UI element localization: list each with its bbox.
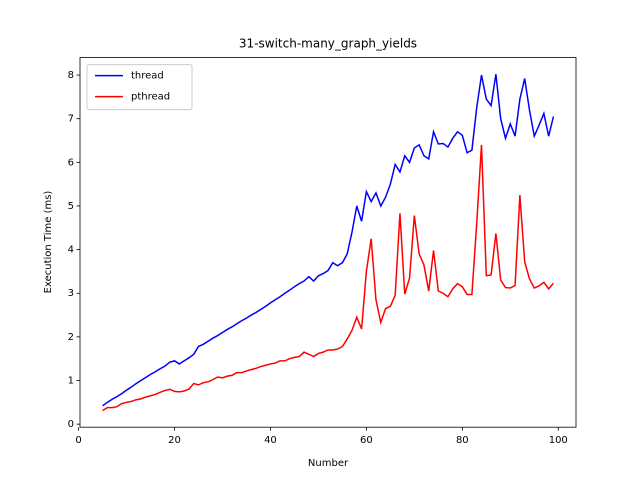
x-axis-label: Number [308, 458, 349, 469]
y-tick-label: 7 [68, 114, 74, 125]
y-tick-label: 4 [68, 245, 74, 256]
y-tick-label: 1 [68, 376, 74, 387]
axes-frame [79, 57, 577, 428]
y-tick-label: 3 [68, 288, 74, 299]
data-line [102, 144, 555, 412]
x-tick-label: 60 [360, 435, 373, 446]
x-tick-label: 100 [549, 435, 568, 446]
x-tick-label: 0 [75, 435, 81, 446]
y-tick-label: 6 [68, 157, 74, 168]
legend-label: thread [131, 71, 164, 82]
x-tick-label: 20 [168, 435, 181, 446]
y-tick-label: 2 [68, 332, 74, 343]
x-tick-label: 40 [264, 435, 277, 446]
data-line [102, 74, 555, 407]
y-tick-label: 5 [68, 201, 74, 212]
y-tick-label: 8 [68, 70, 74, 81]
x-tick-label: 80 [456, 435, 469, 446]
chart-title: 31-switch-many_graph_yields [239, 37, 417, 51]
y-axis-label: Execution Time (ms) [43, 191, 54, 294]
legend-label: pthread [131, 92, 170, 103]
y-tick-label: 0 [68, 419, 74, 430]
